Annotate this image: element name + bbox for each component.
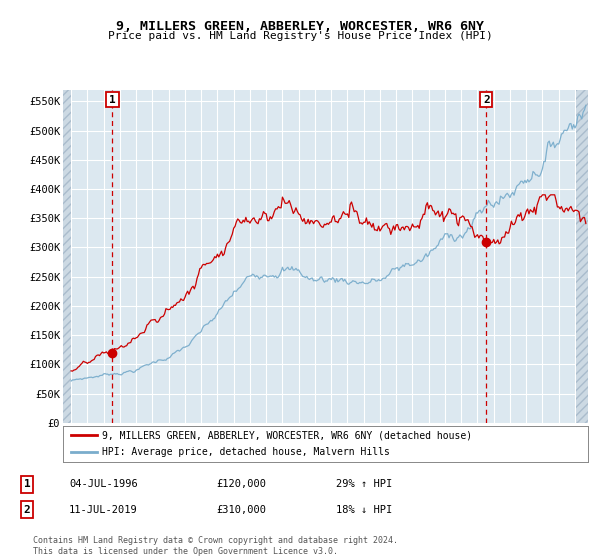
Text: £120,000: £120,000	[216, 479, 266, 489]
Text: 29% ↑ HPI: 29% ↑ HPI	[336, 479, 392, 489]
Text: 1: 1	[23, 479, 31, 489]
Text: Price paid vs. HM Land Registry's House Price Index (HPI): Price paid vs. HM Land Registry's House …	[107, 31, 493, 41]
Text: £310,000: £310,000	[216, 505, 266, 515]
Text: 1: 1	[109, 95, 116, 105]
Text: 9, MILLERS GREEN, ABBERLEY, WORCESTER, WR6 6NY: 9, MILLERS GREEN, ABBERLEY, WORCESTER, W…	[116, 20, 484, 32]
Bar	[63, 90, 71, 423]
Text: 2: 2	[23, 505, 31, 515]
Text: 2: 2	[483, 95, 490, 105]
Text: HPI: Average price, detached house, Malvern Hills: HPI: Average price, detached house, Malv…	[103, 447, 390, 457]
Text: Contains HM Land Registry data © Crown copyright and database right 2024.
This d: Contains HM Land Registry data © Crown c…	[33, 536, 398, 556]
Text: 11-JUL-2019: 11-JUL-2019	[69, 505, 138, 515]
Text: 04-JUL-1996: 04-JUL-1996	[69, 479, 138, 489]
Text: 18% ↓ HPI: 18% ↓ HPI	[336, 505, 392, 515]
Bar	[576, 90, 588, 423]
Text: 9, MILLERS GREEN, ABBERLEY, WORCESTER, WR6 6NY (detached house): 9, MILLERS GREEN, ABBERLEY, WORCESTER, W…	[103, 431, 473, 440]
